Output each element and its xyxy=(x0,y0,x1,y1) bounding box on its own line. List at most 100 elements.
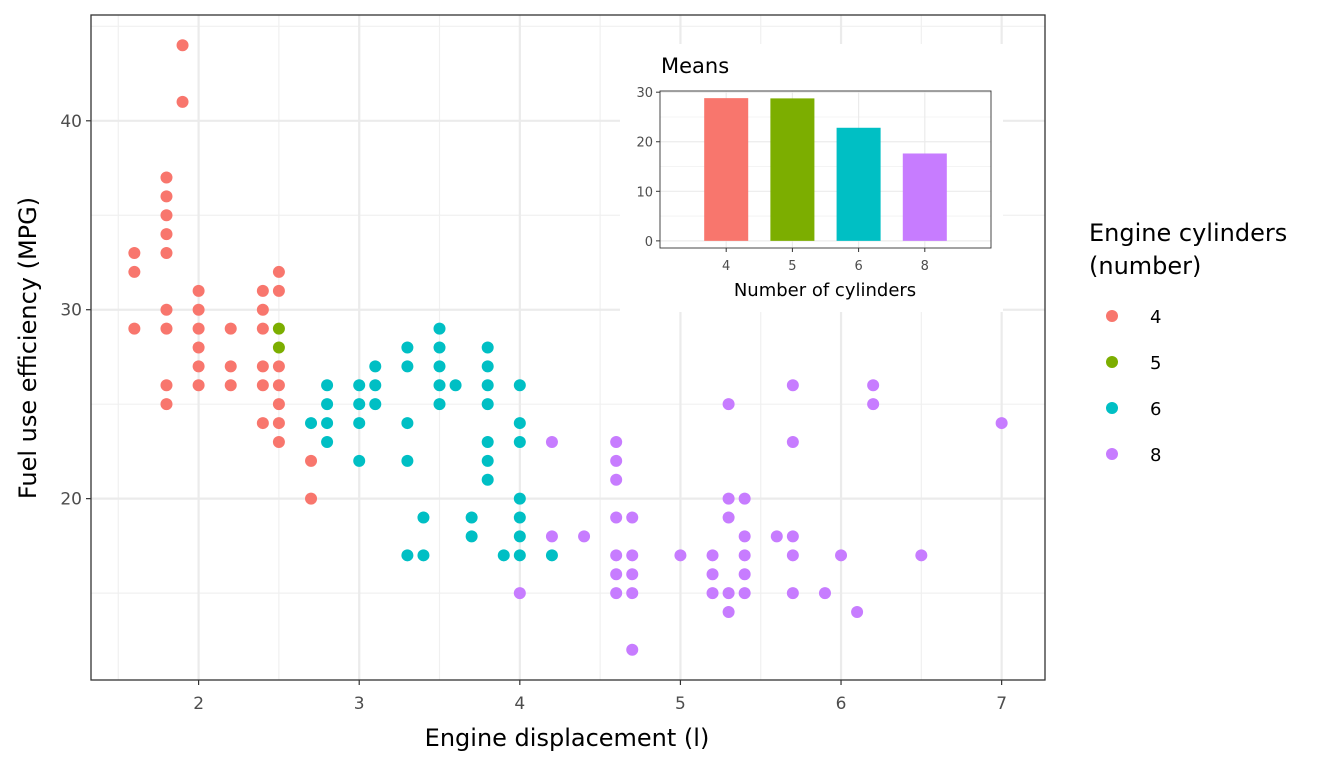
data-point-cyl-6 xyxy=(401,341,414,354)
data-point-cyl-6 xyxy=(417,511,430,524)
data-point-cyl-6 xyxy=(321,398,334,411)
data-point-cyl-6 xyxy=(481,435,494,448)
data-point-cyl-6 xyxy=(513,435,526,448)
legend-label-5: 5 xyxy=(1150,353,1161,374)
inset-title: Means xyxy=(661,54,729,78)
inset-plot-border xyxy=(659,90,992,249)
data-point-cyl-6 xyxy=(513,549,526,562)
data-point-cyl-6 xyxy=(401,417,414,430)
data-point-cyl-4 xyxy=(305,454,318,467)
data-point-cyl-4 xyxy=(192,284,205,297)
data-point-cyl-4 xyxy=(192,341,205,354)
data-point-cyl-8 xyxy=(722,398,735,411)
data-point-cyl-6 xyxy=(353,454,366,467)
data-point-cyl-4 xyxy=(272,398,285,411)
x-tick-label: 7 xyxy=(996,694,1007,714)
data-point-cyl-8 xyxy=(867,398,880,411)
data-point-cyl-8 xyxy=(738,587,751,600)
data-point-cyl-6 xyxy=(545,549,558,562)
data-point-cyl-6 xyxy=(513,379,526,392)
inset-x-tick-label: 4 xyxy=(722,259,730,274)
data-point-cyl-8 xyxy=(995,417,1008,430)
data-point-cyl-6 xyxy=(353,417,366,430)
data-point-cyl-8 xyxy=(722,511,735,524)
data-point-cyl-4 xyxy=(128,265,141,278)
data-point-cyl-8 xyxy=(722,587,735,600)
data-point-cyl-8 xyxy=(610,511,623,524)
data-point-cyl-4 xyxy=(256,379,269,392)
data-point-cyl-6 xyxy=(481,398,494,411)
data-point-cyl-4 xyxy=(272,265,285,278)
data-point-cyl-4 xyxy=(272,435,285,448)
data-point-cyl-6 xyxy=(433,322,446,335)
legend-key-4 xyxy=(1106,310,1118,322)
legend-label-8: 8 xyxy=(1150,445,1161,466)
data-point-cyl-8 xyxy=(610,473,623,486)
data-point-cyl-4 xyxy=(224,360,237,373)
inset-bar-6 xyxy=(836,127,881,241)
data-point-cyl-8 xyxy=(786,435,799,448)
data-point-cyl-4 xyxy=(256,417,269,430)
data-point-cyl-6 xyxy=(481,360,494,373)
data-point-cyl-8 xyxy=(786,549,799,562)
data-point-cyl-6 xyxy=(513,492,526,505)
data-point-cyl-8 xyxy=(626,643,639,656)
data-point-cyl-6 xyxy=(433,341,446,354)
x-axis-title: Engine displacement (l) xyxy=(425,724,710,752)
legend-title-line-2: (number) xyxy=(1089,252,1201,280)
data-point-cyl-6 xyxy=(369,398,382,411)
data-point-cyl-6 xyxy=(401,360,414,373)
data-point-cyl-8 xyxy=(738,549,751,562)
inset-bar-4 xyxy=(704,98,749,241)
data-point-cyl-8 xyxy=(610,549,623,562)
data-point-cyl-6 xyxy=(513,511,526,524)
data-point-cyl-8 xyxy=(722,605,735,618)
data-point-cyl-4 xyxy=(160,171,173,184)
data-point-cyl-8 xyxy=(545,435,558,448)
plot-border xyxy=(90,14,1046,681)
data-point-cyl-4 xyxy=(272,417,285,430)
data-point-cyl-8 xyxy=(915,549,928,562)
data-point-cyl-6 xyxy=(321,417,334,430)
data-point-cyl-4 xyxy=(160,303,173,316)
x-tick-label: 2 xyxy=(193,694,204,714)
data-point-cyl-8 xyxy=(706,568,719,581)
y-axis-title: Fuel use efficiency (MPG) xyxy=(14,197,42,499)
data-point-cyl-6 xyxy=(465,511,478,524)
data-point-cyl-6 xyxy=(401,454,414,467)
data-point-cyl-8 xyxy=(610,435,623,448)
inset-y-tick-label: 0 xyxy=(645,235,653,250)
data-point-cyl-6 xyxy=(481,473,494,486)
legend-label-4: 4 xyxy=(1150,307,1161,328)
data-point-cyl-4 xyxy=(160,209,173,222)
x-tick-label: 4 xyxy=(514,694,525,714)
data-point-cyl-6 xyxy=(497,549,510,562)
data-point-cyl-8 xyxy=(545,530,558,543)
data-point-cyl-6 xyxy=(417,549,430,562)
data-point-cyl-4 xyxy=(272,360,285,373)
data-point-cyl-4 xyxy=(160,228,173,241)
data-point-cyl-4 xyxy=(192,379,205,392)
data-point-cyl-6 xyxy=(465,530,478,543)
data-point-cyl-6 xyxy=(321,379,334,392)
data-point-cyl-8 xyxy=(706,587,719,600)
inset-y-tick-label: 20 xyxy=(636,136,653,151)
data-point-cyl-8 xyxy=(513,587,526,600)
data-point-cyl-4 xyxy=(256,284,269,297)
legend-title-line-1: Engine cylinders xyxy=(1089,219,1287,247)
data-point-cyl-5 xyxy=(272,341,285,354)
legend-entries: 4 5 6 8 xyxy=(1106,307,1161,466)
data-point-cyl-8 xyxy=(738,492,751,505)
data-point-cyl-6 xyxy=(433,398,446,411)
x-tick-label: 6 xyxy=(836,694,847,714)
data-point-cyl-6 xyxy=(433,360,446,373)
data-point-cyl-4 xyxy=(128,322,141,335)
data-point-cyl-8 xyxy=(610,587,623,600)
data-point-cyl-6 xyxy=(513,417,526,430)
data-point-cyl-4 xyxy=(176,39,189,52)
x-tick-label: 5 xyxy=(675,694,686,714)
data-point-cyl-8 xyxy=(786,587,799,600)
data-point-cyl-8 xyxy=(770,530,783,543)
data-point-cyl-8 xyxy=(626,587,639,600)
